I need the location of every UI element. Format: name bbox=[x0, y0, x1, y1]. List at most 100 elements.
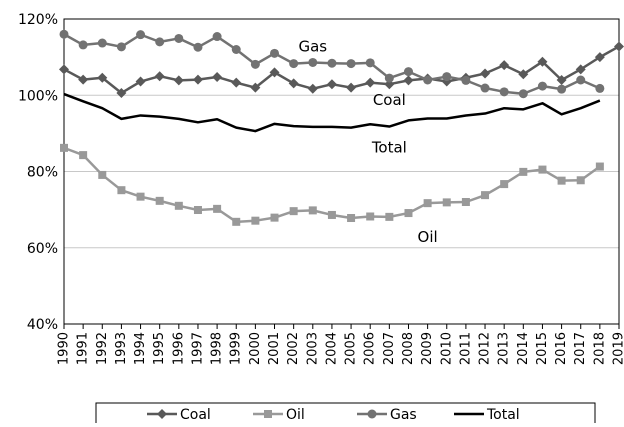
data-point-gas bbox=[423, 76, 432, 85]
data-point-oil bbox=[251, 217, 259, 225]
data-point-gas bbox=[576, 76, 585, 85]
data-point-oil bbox=[481, 191, 489, 199]
data-point-oil bbox=[290, 207, 298, 215]
x-tick-label: 2008 bbox=[401, 332, 416, 365]
data-point-gas bbox=[557, 85, 566, 94]
data-point-gas bbox=[251, 60, 260, 69]
data-point-oil bbox=[366, 212, 374, 220]
annotation-total: Total bbox=[371, 138, 407, 156]
data-point-oil bbox=[519, 168, 527, 176]
data-point-coal bbox=[174, 75, 184, 85]
x-tick-label: 2003 bbox=[305, 332, 320, 365]
x-tick-label: 2001 bbox=[267, 332, 282, 365]
x-tick-label: 2010 bbox=[439, 332, 454, 365]
y-tick-label: 60% bbox=[27, 241, 58, 257]
data-point-coal bbox=[78, 75, 88, 85]
y-tick-label: 80% bbox=[27, 165, 58, 181]
data-point-oil bbox=[328, 211, 336, 219]
legend-marker-gas bbox=[368, 410, 377, 419]
series-coal bbox=[59, 41, 624, 98]
legend-label-coal: Coal bbox=[180, 407, 211, 423]
gridlines bbox=[64, 19, 619, 248]
data-point-coal bbox=[403, 75, 413, 85]
x-tick-label: 1998 bbox=[210, 332, 225, 365]
data-point-oil bbox=[404, 209, 412, 217]
data-point-gas bbox=[232, 45, 241, 54]
x-tick-label: 1993 bbox=[114, 332, 129, 365]
data-point-oil bbox=[347, 214, 355, 222]
data-point-gas bbox=[404, 67, 413, 76]
data-point-coal bbox=[346, 83, 356, 93]
legend-label-oil: Oil bbox=[286, 407, 305, 423]
x-tick-label: 1990 bbox=[57, 332, 72, 365]
data-point-gas bbox=[213, 32, 222, 41]
series-line-oil bbox=[64, 148, 600, 222]
data-point-gas bbox=[442, 72, 451, 81]
data-point-gas bbox=[366, 58, 375, 67]
x-tick-label: 1994 bbox=[133, 332, 148, 365]
data-point-coal bbox=[155, 71, 165, 81]
data-point-gas bbox=[347, 59, 356, 68]
data-point-gas bbox=[461, 76, 470, 85]
data-point-gas bbox=[385, 74, 394, 83]
x-tick-label: 2019 bbox=[612, 332, 624, 365]
x-tick-label: 2005 bbox=[344, 332, 359, 365]
data-point-coal bbox=[499, 60, 509, 70]
data-point-gas bbox=[136, 30, 145, 39]
data-point-oil bbox=[79, 151, 87, 159]
data-point-oil bbox=[137, 193, 145, 201]
annotation-coal: Coal bbox=[373, 91, 406, 109]
x-tick-label: 1996 bbox=[171, 332, 186, 365]
data-point-oil bbox=[232, 218, 240, 226]
data-point-oil bbox=[577, 176, 585, 184]
x-tick-label: 2015 bbox=[535, 332, 550, 365]
x-tick-label: 2017 bbox=[573, 332, 588, 365]
data-point-gas bbox=[117, 42, 126, 51]
data-point-oil bbox=[156, 197, 164, 205]
data-point-coal bbox=[480, 69, 490, 79]
data-point-coal bbox=[59, 64, 69, 74]
data-point-gas bbox=[481, 84, 490, 93]
series-line-total bbox=[64, 94, 600, 131]
x-tick-label: 2002 bbox=[286, 332, 301, 365]
legend-marker-oil bbox=[264, 410, 272, 418]
x-tick-label: 1997 bbox=[190, 332, 205, 365]
x-tick-label: 2004 bbox=[324, 332, 339, 365]
data-point-gas bbox=[595, 84, 604, 93]
data-point-coal bbox=[327, 79, 337, 89]
y-tick-label: 40% bbox=[27, 317, 58, 333]
data-point-gas bbox=[289, 59, 298, 68]
data-point-oil bbox=[175, 202, 183, 210]
x-tick-label: 1999 bbox=[229, 332, 244, 365]
data-point-coal bbox=[365, 78, 375, 88]
legend-label-total: Total bbox=[486, 407, 520, 423]
data-point-oil bbox=[538, 166, 546, 174]
data-point-gas bbox=[98, 39, 107, 48]
x-tick-label: 2000 bbox=[248, 332, 263, 365]
data-point-coal bbox=[289, 78, 299, 88]
x-tick-label: 2007 bbox=[382, 332, 397, 365]
data-point-gas bbox=[193, 43, 202, 52]
x-tick-label: 2012 bbox=[478, 332, 493, 365]
data-point-gas bbox=[270, 49, 279, 58]
y-tick-label: 100% bbox=[18, 88, 58, 104]
data-point-oil bbox=[424, 199, 432, 207]
data-point-gas bbox=[538, 82, 547, 91]
data-point-coal bbox=[614, 41, 624, 51]
data-point-gas bbox=[519, 89, 528, 98]
data-point-coal bbox=[231, 78, 241, 88]
data-point-oil bbox=[385, 213, 393, 221]
x-tick-label: 2013 bbox=[497, 332, 512, 365]
data-point-coal bbox=[212, 72, 222, 82]
data-point-oil bbox=[194, 206, 202, 214]
x-tick-label: 1991 bbox=[76, 332, 91, 365]
y-tick-label: 120% bbox=[18, 12, 58, 28]
data-point-oil bbox=[309, 206, 317, 214]
data-point-oil bbox=[558, 177, 566, 185]
x-tick-label: 2011 bbox=[458, 332, 473, 365]
data-point-oil bbox=[443, 198, 451, 206]
data-point-oil bbox=[213, 205, 221, 213]
